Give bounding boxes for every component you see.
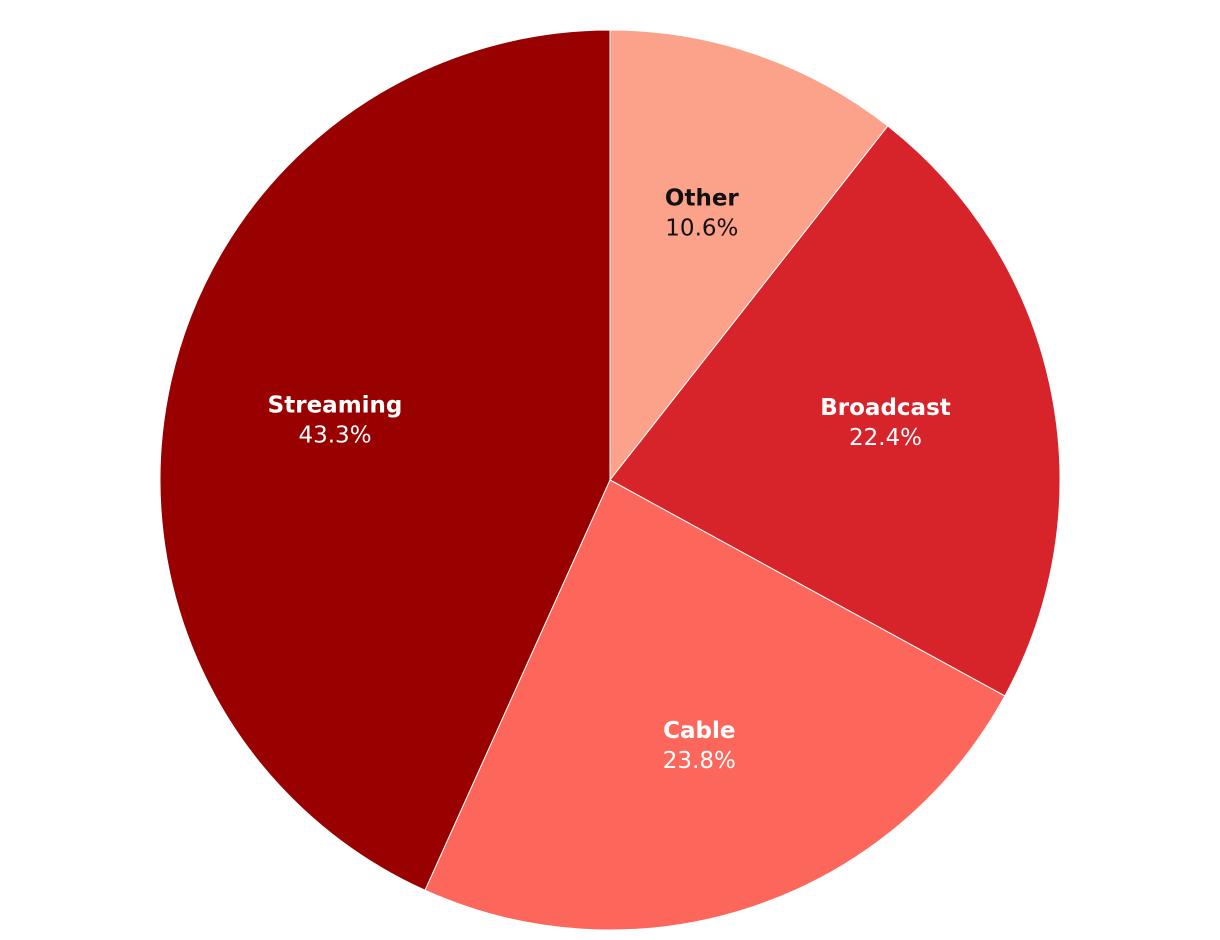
slice-value-label: 10.6%	[665, 216, 738, 242]
pie-slice	[424, 479, 1006, 931]
slice-label: Streaming	[268, 392, 403, 418]
slice-label: Other	[665, 186, 740, 212]
slice-label: Cable	[663, 718, 735, 744]
slice-value-label: 22.4%	[849, 425, 922, 451]
slice-value-label: 43.3%	[298, 422, 371, 448]
pie-slice	[609, 29, 889, 482]
pie-slice	[609, 125, 1061, 697]
pie-slice	[159, 29, 611, 891]
slice-label: Broadcast	[820, 395, 951, 421]
slice-value-label: 23.8%	[663, 748, 736, 774]
